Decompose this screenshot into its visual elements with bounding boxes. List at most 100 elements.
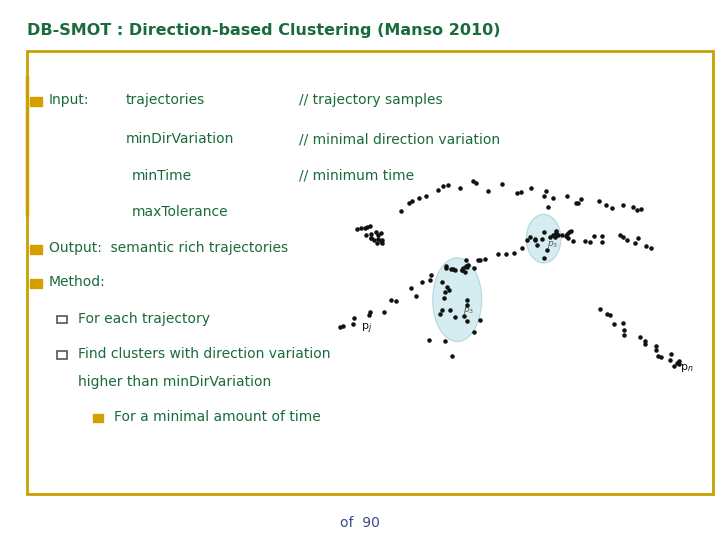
Point [561,192,572,200]
Point [492,250,504,259]
Bar [30,245,42,254]
Point [629,239,640,247]
Point [462,296,473,305]
Ellipse shape [526,214,561,263]
Point [621,236,632,245]
Bar [30,279,42,288]
Point [366,233,377,242]
Point [608,319,619,328]
Point [602,310,613,319]
Point [509,248,521,257]
Point [617,201,629,210]
Point [360,224,372,232]
Text: higher than minDirVariation: higher than minDirVariation [78,375,271,389]
Point [459,267,470,276]
Point [375,229,387,238]
Point [404,198,415,207]
Point [360,231,372,239]
Point [618,326,630,334]
Point [442,180,454,189]
Point [474,316,486,325]
Point [407,197,418,206]
Text: Output:  semantic rich trajectories: Output: semantic rich trajectories [49,241,288,255]
Point [580,237,591,245]
Point [576,195,588,204]
Point [334,322,346,331]
Point [337,321,348,330]
Point [552,231,564,239]
Point [420,192,432,200]
Point [460,255,472,264]
Point [665,355,676,364]
Text: For each trajectory: For each trajectory [78,312,210,326]
Point [445,264,456,273]
Point [361,222,373,231]
Point [549,233,560,241]
Point [474,256,485,265]
Point [366,230,377,239]
Point [410,291,422,300]
Text: p$_n$: p$_n$ [680,362,694,374]
Point [639,340,650,348]
Point [541,246,553,254]
Text: of  90: of 90 [340,516,380,530]
Point [588,232,600,240]
Point [377,235,388,244]
Text: // trajectory samples: // trajectory samples [299,93,442,107]
Point [618,233,629,242]
Point [364,222,376,231]
Text: minDirVariation: minDirVariation [126,132,235,146]
Point [437,181,449,190]
Point [525,184,536,192]
Text: maxTolerance: maxTolerance [132,205,228,219]
Point [423,336,435,345]
Point [461,262,472,271]
Point [462,317,473,326]
Point [460,262,472,271]
Point [364,310,375,319]
Point [376,239,387,247]
Point [471,179,482,187]
Point [482,187,494,195]
Point [548,231,559,239]
Point [458,312,469,320]
Point [355,224,366,232]
Point [500,249,511,258]
Point [672,358,683,367]
Point [665,349,677,358]
Point [529,234,541,243]
Point [649,346,661,354]
Point [516,188,527,197]
Point [435,310,446,319]
Point [572,198,584,207]
Point [595,231,607,240]
Point [456,266,468,274]
Point [480,255,491,264]
Point [496,180,508,188]
Point [593,197,604,206]
Point [370,228,382,237]
Point [631,206,642,214]
Point [446,351,458,360]
Bar [27,51,713,494]
Point [618,330,630,339]
Bar [93,414,103,422]
Point [541,186,552,195]
Point [463,260,474,269]
Point [563,228,575,237]
Point [454,184,466,192]
Point [594,305,606,314]
Text: // minimal direction variation: // minimal direction variation [299,132,500,146]
Point [645,243,657,252]
Point [372,234,384,243]
Point [531,241,543,249]
Point [596,238,608,246]
Point [562,234,573,242]
Point [396,207,408,215]
Point [538,192,549,200]
Point [469,327,480,336]
Point [547,194,559,202]
Point [668,362,680,370]
Point [538,228,549,237]
Point [542,203,554,212]
